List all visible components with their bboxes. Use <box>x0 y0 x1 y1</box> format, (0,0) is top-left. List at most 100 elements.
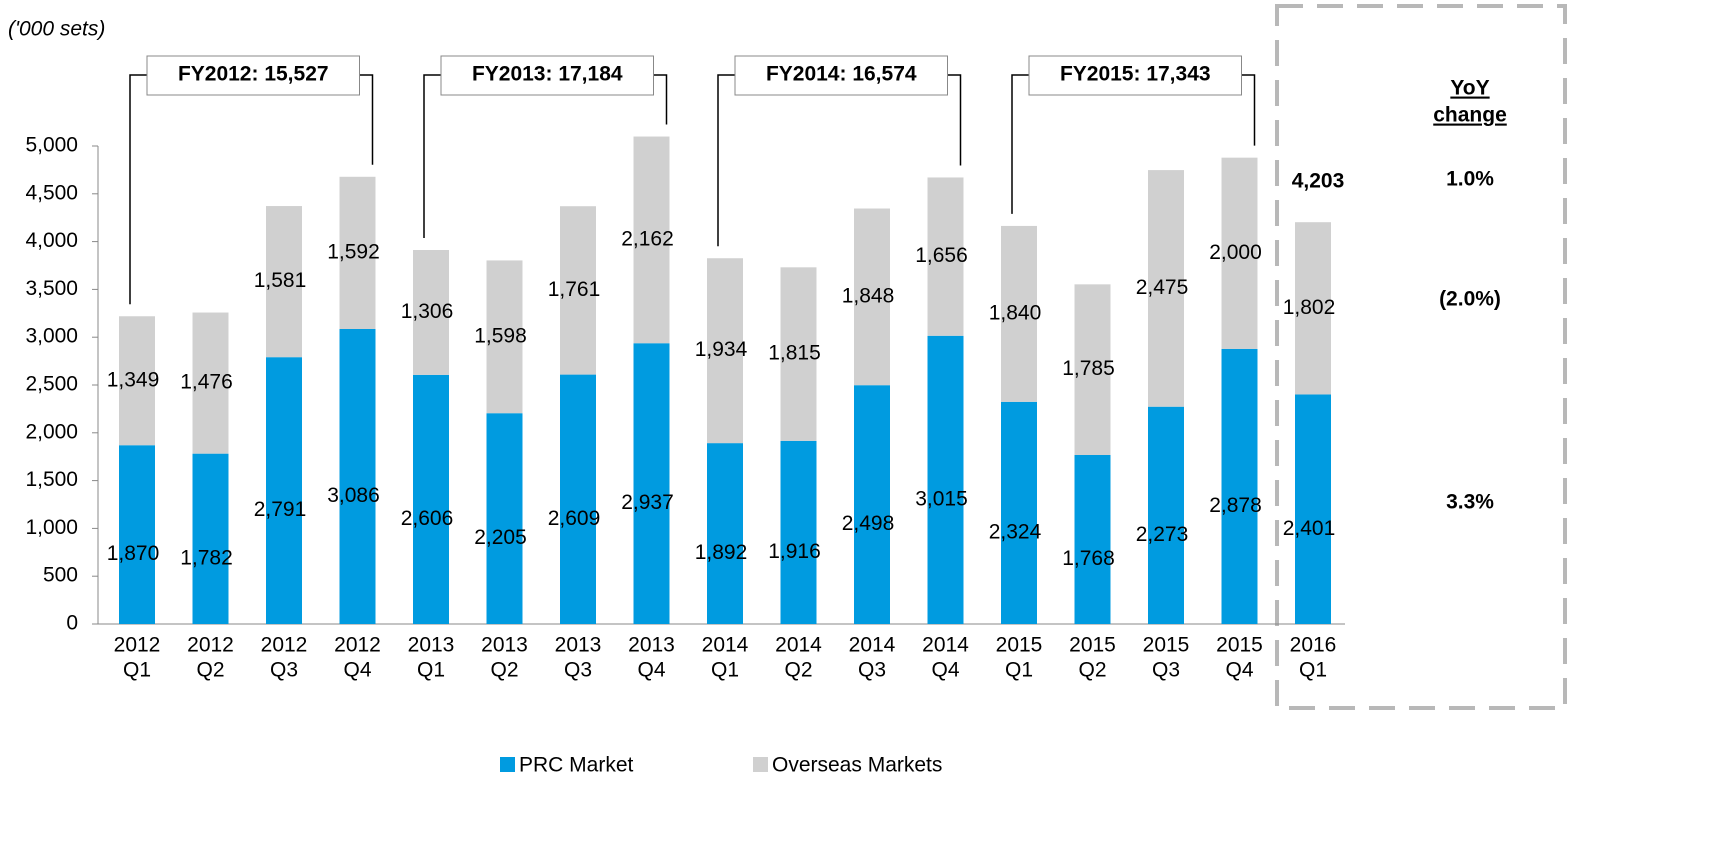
bar-segment <box>486 413 523 624</box>
x-tick-label: 2015 <box>996 634 1043 657</box>
bar-segment <box>1148 406 1184 624</box>
x-tick-label: Q1 <box>1005 659 1033 682</box>
bar-segment <box>192 453 229 624</box>
y-tick-label: 3,500 <box>25 277 78 300</box>
annotation: FY2014: 16,574 <box>766 63 917 86</box>
data-label: 2,937 <box>621 491 674 514</box>
bar-segment <box>413 250 449 375</box>
y-tick-label: 0 <box>66 612 78 635</box>
data-label: 2,324 <box>989 520 1042 543</box>
x-tick-label: Q2 <box>1078 659 1106 682</box>
data-label: 1,916 <box>768 540 821 563</box>
legend-label: PRC Market <box>519 754 634 777</box>
data-label: 1,768 <box>1062 547 1115 570</box>
x-tick-label: 2013 <box>628 634 675 657</box>
data-label: 2,791 <box>254 498 307 521</box>
x-tick-label: Q4 <box>931 659 959 682</box>
data-label: 1,840 <box>989 301 1042 324</box>
x-tick-label: 2016 <box>1290 634 1337 657</box>
data-label: 1,656 <box>915 244 968 267</box>
bracket <box>1241 74 1256 146</box>
bar-segment <box>560 374 596 624</box>
bracket <box>947 74 962 166</box>
x-tick-label: Q2 <box>784 659 812 682</box>
annotation: FY2015: 17,343 <box>1060 63 1211 86</box>
data-label: 1,934 <box>695 338 748 361</box>
data-label: 2,162 <box>621 227 674 250</box>
x-tick-label: 2015 <box>1069 634 1116 657</box>
bar-segment <box>1074 454 1111 624</box>
data-label: 2,000 <box>1209 241 1262 264</box>
bar-segment <box>119 445 155 624</box>
data-label: 2,401 <box>1283 517 1336 540</box>
legend-swatch <box>753 757 768 772</box>
bracket <box>653 74 668 125</box>
data-label: 2,475 <box>1136 276 1189 299</box>
y-tick-label: 3,000 <box>25 325 78 348</box>
y-tick-label: 500 <box>43 564 78 587</box>
y-tick-label: 2,500 <box>25 373 78 396</box>
x-tick-label: Q3 <box>858 659 886 682</box>
bar-segment <box>1295 222 1331 395</box>
x-tick-label: 2012 <box>261 634 308 657</box>
bar-segment <box>1221 157 1258 349</box>
bar-segment <box>486 260 523 414</box>
data-label: 1,815 <box>768 342 821 365</box>
data-label: 1,349 <box>107 368 160 391</box>
x-tick-label: Q3 <box>564 659 592 682</box>
x-tick-label: 2015 <box>1143 634 1190 657</box>
y-tick-label: 5,000 <box>25 134 78 157</box>
y-tick-label: 1,500 <box>25 468 78 491</box>
data-label: 2,273 <box>1136 523 1189 546</box>
bar-segment <box>1001 401 1037 624</box>
bar-segment <box>1001 225 1037 402</box>
annotation: FY2012: 15,527 <box>178 63 329 86</box>
bracket <box>359 74 374 165</box>
bar-segment <box>1074 284 1111 455</box>
data-label: 2,498 <box>842 512 895 535</box>
bar-segment <box>119 316 155 446</box>
data-label: 2,606 <box>401 507 454 530</box>
bar-segment <box>927 335 964 624</box>
data-label: 1,761 <box>548 278 601 301</box>
x-tick-label: 2014 <box>922 634 969 657</box>
bar-segment <box>339 176 376 329</box>
bar-segment <box>1295 394 1331 624</box>
bar-segment <box>192 312 229 454</box>
legend-swatch <box>500 757 515 772</box>
annotation-box <box>1028 55 1242 96</box>
unit-label: ('000 sets) <box>8 18 105 41</box>
bar-segment <box>707 258 743 444</box>
data-label: 1,581 <box>254 269 307 292</box>
data-label: 1,785 <box>1062 357 1115 380</box>
total-label: 4,203 <box>1292 170 1345 193</box>
x-tick-label: 2013 <box>481 634 528 657</box>
bar-segment <box>780 267 817 441</box>
data-label: 1,598 <box>474 324 527 347</box>
x-tick-label: Q4 <box>637 659 665 682</box>
y-tick-label: 1,000 <box>25 516 78 539</box>
data-label: 3,015 <box>915 487 968 510</box>
bar-segment <box>413 374 449 624</box>
data-label: 3,086 <box>327 484 380 507</box>
bar-segment <box>266 357 302 624</box>
x-tick-label: 2014 <box>775 634 822 657</box>
bar-segment <box>1148 170 1184 407</box>
yoy-value: 1.0% <box>1446 168 1494 191</box>
bracket <box>129 74 147 305</box>
x-tick-label: Q1 <box>417 659 445 682</box>
data-label: 2,878 <box>1209 494 1262 517</box>
data-label: 1,802 <box>1283 296 1336 319</box>
bar-segment <box>1221 348 1258 624</box>
x-tick-label: Q3 <box>270 659 298 682</box>
x-tick-label: Q3 <box>1152 659 1180 682</box>
x-tick-label: Q4 <box>1225 659 1253 682</box>
bar-segment <box>266 206 302 358</box>
yoy-title: YoY <box>1450 77 1489 100</box>
data-label: 1,782 <box>180 546 233 569</box>
y-tick-label: 4,000 <box>25 229 78 252</box>
bar-segment <box>927 177 964 336</box>
data-label: 2,609 <box>548 507 601 530</box>
data-label: 1,848 <box>842 284 895 307</box>
